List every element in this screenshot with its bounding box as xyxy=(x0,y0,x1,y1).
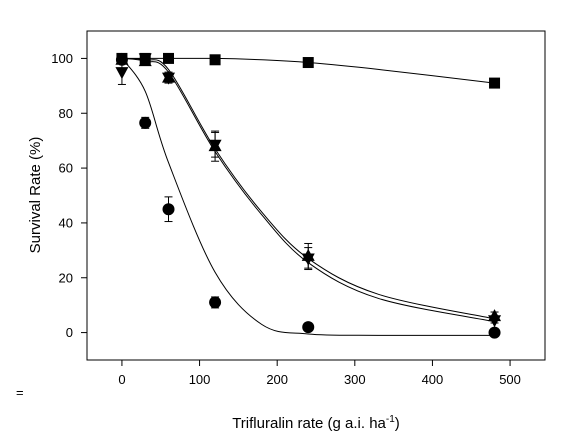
y-tick-label: 60 xyxy=(59,161,73,176)
point-circle xyxy=(488,326,501,339)
y-axis-label: Survival Rate (%) xyxy=(27,137,44,254)
fit-curves xyxy=(121,57,495,336)
x-axis-label: Trifluralin rate (g a.i. ha-1) xyxy=(232,414,400,432)
point-triangle-down xyxy=(301,253,315,266)
point-square xyxy=(489,77,501,89)
point-circle xyxy=(162,203,175,216)
fit-curve-triangle-down xyxy=(121,57,495,323)
y-tick-label: 20 xyxy=(59,270,73,285)
point-triangle-down xyxy=(488,315,502,328)
point-triangle-up xyxy=(115,52,129,65)
stray-equals-mark: = xyxy=(16,385,24,400)
y-tick-label: 0 xyxy=(66,325,73,340)
x-tick-label: 500 xyxy=(499,372,521,387)
fit-curve-triangle-up xyxy=(121,57,495,320)
plot-frame xyxy=(86,30,546,361)
point-circle xyxy=(139,116,152,129)
point-triangle-down xyxy=(162,72,176,85)
x-tick-label: 400 xyxy=(422,372,444,387)
fit-curve-circle xyxy=(121,58,495,336)
point-triangle-down xyxy=(138,53,152,66)
point-square xyxy=(302,57,314,69)
point-square xyxy=(209,54,221,66)
y-tick-label: 40 xyxy=(59,215,73,230)
x-tick-label: 0 xyxy=(118,372,125,387)
y-tick-label: 100 xyxy=(51,51,73,66)
x-tick-label: 100 xyxy=(189,372,211,387)
data-markers xyxy=(115,52,502,339)
point-circle xyxy=(209,296,222,309)
x-tick-label: 200 xyxy=(266,372,288,387)
point-circle xyxy=(302,321,315,334)
point-square xyxy=(163,52,175,64)
error-bars xyxy=(117,56,499,335)
y-tick-label: 80 xyxy=(59,106,73,121)
point-triangle-down xyxy=(208,139,222,152)
point-triangle-down xyxy=(115,67,129,80)
x-tick-label: 300 xyxy=(344,372,366,387)
axis-ticks: 0 100 200 300 400 500 0 20 40 60 80 100 xyxy=(51,51,521,387)
